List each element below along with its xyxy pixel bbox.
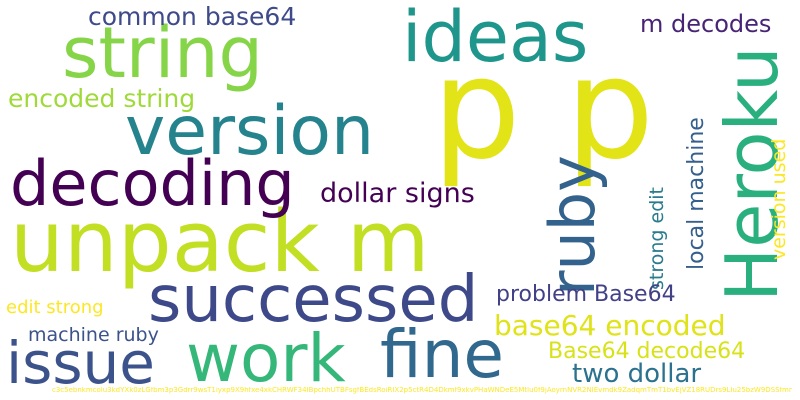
word-problem-base64: problem Base64 bbox=[496, 282, 676, 307]
word-version-used: version used bbox=[768, 138, 790, 260]
word-unpack-m: unpack m bbox=[10, 193, 430, 292]
word-fine: fine bbox=[380, 316, 505, 393]
word-decoding: decoding bbox=[10, 147, 295, 220]
word-common-base64: common base64 bbox=[88, 2, 297, 31]
word-work: work bbox=[186, 320, 346, 397]
word-two-dollar: two dollar bbox=[572, 359, 702, 389]
word-strong-edit: strong edit bbox=[646, 187, 668, 290]
word-encoded-string-garble: c3c5ebnkmcolu3kdYXk0zLGfbm3p3Gdrr9wsT1iy… bbox=[52, 387, 792, 394]
word-edit-strong: edit strong bbox=[6, 297, 104, 318]
word-p-p: p p bbox=[432, 28, 655, 191]
word-encoded-string: encoded string bbox=[8, 84, 196, 113]
word-version: version bbox=[125, 92, 375, 171]
word-base64-decode64: Base64 decode64 bbox=[548, 339, 746, 364]
word-base64-encoded: base64 encoded bbox=[494, 309, 726, 342]
word-issue: issue bbox=[6, 329, 155, 397]
word-m-decodes: m decodes bbox=[640, 10, 772, 38]
word-local-machine: local machine bbox=[684, 117, 709, 270]
word-successed: successed bbox=[148, 263, 479, 337]
word-ideas: ideas bbox=[402, 0, 589, 78]
word-machine-ruby: machine ruby bbox=[28, 324, 159, 346]
word-ruby: ruby bbox=[536, 155, 609, 296]
word-dollar-signs: dollar signs bbox=[320, 178, 475, 209]
word-string: string bbox=[62, 12, 263, 94]
